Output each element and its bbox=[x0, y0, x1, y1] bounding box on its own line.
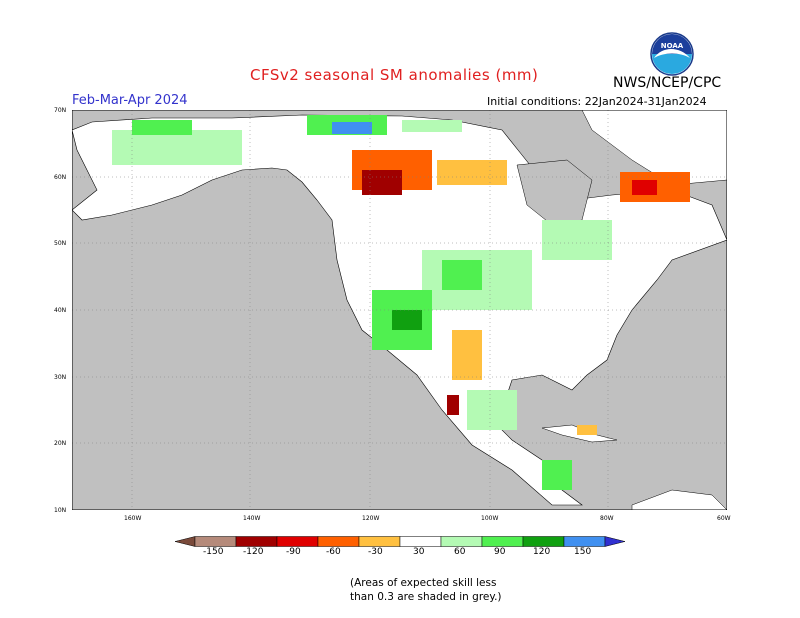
legend-label: -60 bbox=[326, 547, 341, 557]
legend-swatch bbox=[276, 536, 319, 547]
lon-label: 160W bbox=[124, 515, 142, 522]
legend-label: -120 bbox=[243, 547, 264, 557]
legend-swatch bbox=[440, 536, 483, 547]
legend-label: -90 bbox=[286, 547, 301, 557]
noaa-logo-icon: NOAA bbox=[650, 32, 694, 76]
lon-label: 100W bbox=[481, 515, 499, 522]
legend-swatch bbox=[235, 536, 278, 547]
graticule bbox=[72, 110, 727, 510]
legend-label: 150 bbox=[574, 547, 592, 557]
legend-label: -30 bbox=[368, 547, 383, 557]
legend-swatch bbox=[358, 536, 401, 547]
south-america-land bbox=[631, 489, 727, 510]
legend-arrow-low bbox=[175, 536, 196, 547]
anomaly-patches bbox=[112, 115, 690, 490]
lat-label: 20N bbox=[54, 440, 67, 447]
initial-conditions: Initial conditions: 22Jan2024-31Jan2024 bbox=[487, 95, 707, 108]
legend-label: 90 bbox=[494, 547, 506, 557]
skill-note-line: (Areas of expected skill less bbox=[350, 577, 497, 589]
legend-swatch bbox=[317, 536, 360, 547]
lat-label: 30N bbox=[54, 374, 67, 381]
lat-label: 70N bbox=[54, 107, 67, 114]
svg-text:NOAA: NOAA bbox=[661, 42, 684, 50]
color-bar bbox=[175, 536, 625, 547]
lon-label: 140W bbox=[243, 515, 261, 522]
legend-swatch bbox=[563, 536, 606, 547]
lat-label: 60N bbox=[54, 174, 67, 181]
lat-label: 40N bbox=[54, 307, 67, 314]
legend-label: 30 bbox=[413, 547, 425, 557]
legend-label: -150 bbox=[203, 547, 224, 557]
lon-label: 60W bbox=[717, 515, 731, 522]
legend-label: 60 bbox=[454, 547, 466, 557]
skill-note: (Areas of expected skill less than 0.3 a… bbox=[350, 576, 502, 604]
soil-moisture-map bbox=[72, 110, 727, 510]
lon-label: 80W bbox=[600, 515, 614, 522]
legend-arrow-high bbox=[604, 536, 625, 547]
legend-label: 120 bbox=[533, 547, 551, 557]
lon-label: 120W bbox=[362, 515, 380, 522]
legend-swatch bbox=[522, 536, 565, 547]
forecast-period: Feb-Mar-Apr 2024 bbox=[72, 93, 188, 108]
lat-label: 10N bbox=[54, 507, 67, 514]
map-title: CFSv2 seasonal SM anomalies (mm) bbox=[250, 66, 539, 84]
legend-swatch bbox=[399, 536, 442, 547]
legend-swatch bbox=[194, 536, 237, 547]
lat-label: 50N bbox=[54, 240, 67, 247]
legend-swatch bbox=[481, 536, 524, 547]
skill-note-line: than 0.3 are shaded in grey.) bbox=[350, 591, 502, 603]
agency-label: NWS/NCEP/CPC bbox=[613, 75, 722, 91]
